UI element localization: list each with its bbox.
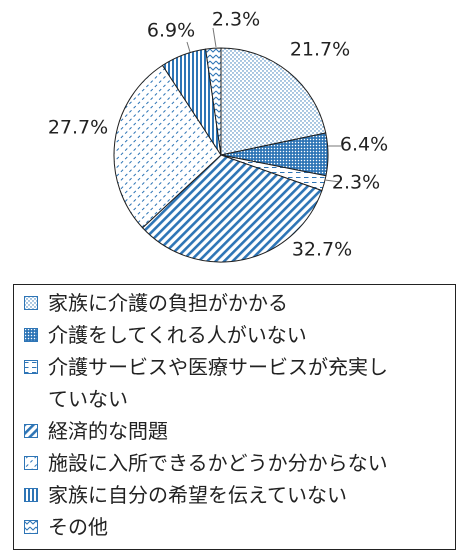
legend-item: 家族に介護の負担がかかる (24, 287, 455, 319)
slice-value-label: 21.7% (290, 39, 350, 61)
pie-slice (141, 154, 323, 263)
leader-line (186, 41, 191, 53)
legend-label: 経済的な問題 (48, 419, 168, 443)
legend-label: 介護をしてくれる人がいない (48, 323, 307, 347)
slice-value-label: 27.7% (48, 117, 108, 139)
legend-label: 家族に自分の希望を伝えていない (48, 483, 347, 507)
pie-slice (113, 64, 222, 229)
legend-item: 介護をしてくれる人がいない (24, 319, 455, 351)
legend-label: 介護サービスや医療サービスが充実し ていない (48, 355, 388, 411)
legend-swatch (24, 360, 38, 374)
slice-value-label: 6.4% (340, 134, 388, 156)
legend-swatch (24, 520, 38, 534)
leader-line (212, 27, 217, 48)
legend-item: 介護サービスや医療サービスが充実し ていない (24, 351, 455, 415)
pie-chart-canvas: 21.7% 6.4% 2.3% 32.7% 27.7% 6.9% 2.3% (48, 9, 388, 263)
legend-swatch (24, 456, 38, 470)
pie-slice (205, 47, 222, 156)
legend-label: その他 (48, 515, 108, 539)
slice-value-label: 2.3% (332, 172, 380, 194)
legend-swatch (24, 488, 38, 502)
legend-swatch (24, 296, 38, 310)
legend-label: 施設に入所できるかどうか分からない (48, 451, 388, 475)
pie-data-labels: 21.7% 6.4% 2.3% 32.7% 27.7% 6.9% 2.3% (48, 9, 388, 261)
slice-value-label: 6.9% (147, 20, 195, 42)
pie-leader-lines (186, 27, 341, 183)
chart-legend: 家族に介護の負担がかかる 介護をしてくれる人がいない 介護サービスや医療サービス… (13, 284, 456, 550)
legend-swatch (24, 424, 38, 438)
slice-value-label: 2.3% (212, 9, 260, 31)
legend-item: 施設に入所できるかどうか分からない (24, 447, 455, 479)
leader-line (324, 179, 341, 183)
legend-swatch (24, 328, 38, 342)
legend-label: 家族に介護の負担がかかる (48, 291, 288, 315)
pie-slices (113, 47, 329, 263)
legend-item: 家族に自分の希望を伝えていない (24, 479, 455, 511)
legend-item: 経済的な問題 (24, 415, 455, 447)
legend-item: その他 (24, 511, 455, 543)
pie-slice (220, 47, 327, 156)
slice-value-label: 32.7% (292, 239, 352, 261)
